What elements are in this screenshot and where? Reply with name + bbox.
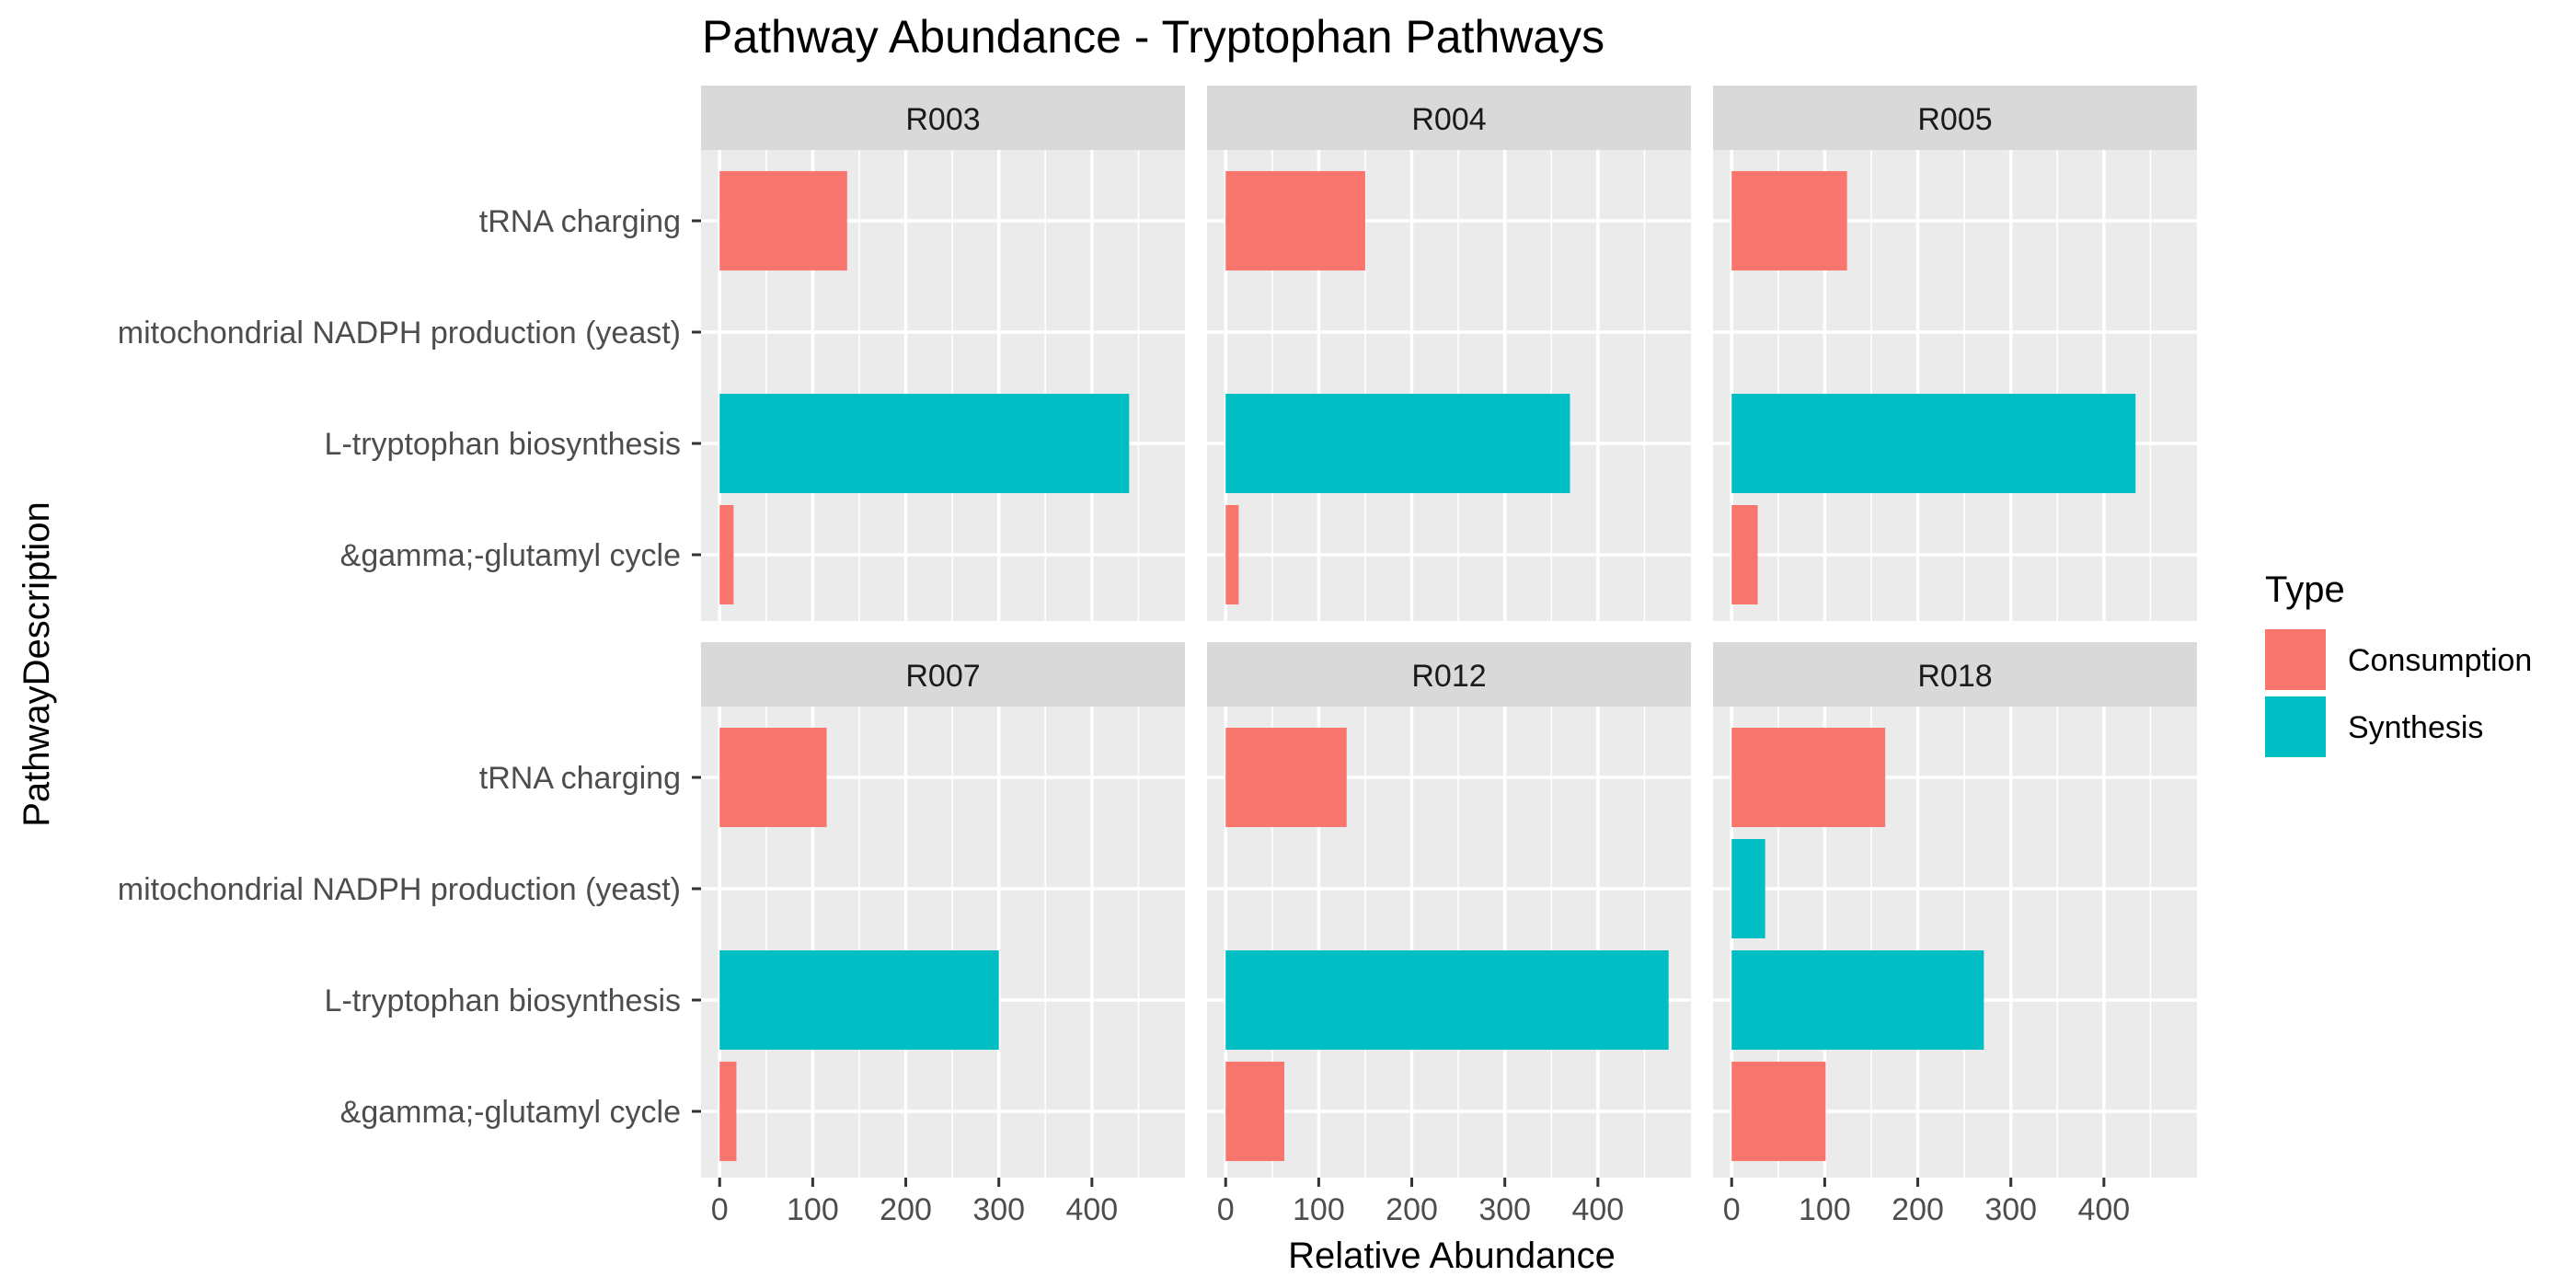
y-axis-title: PathwayDescription xyxy=(17,501,57,827)
bar xyxy=(1731,728,1886,827)
bar xyxy=(1225,1062,1284,1161)
facet-strip-label: R012 xyxy=(1411,659,1486,694)
y-tick-label: tRNA charging xyxy=(479,204,681,239)
legend-label: Synthesis xyxy=(2348,710,2483,745)
x-tick-label: 0 xyxy=(1723,1192,1741,1227)
facet-strip xyxy=(1207,86,1691,150)
legend-swatch xyxy=(2265,629,2326,690)
facet-panels: R003 R004 R005 R007 R012 R018 xyxy=(701,86,2197,1178)
facet-strip-label: R004 xyxy=(1411,102,1486,137)
x-tick-label: 400 xyxy=(1065,1192,1118,1227)
bar xyxy=(1225,394,1570,493)
bar xyxy=(1225,505,1239,604)
bar xyxy=(1731,839,1765,938)
bar xyxy=(719,505,734,604)
x-tick-label: 100 xyxy=(787,1192,839,1227)
facet-panel-r004: R004 xyxy=(1207,86,1691,621)
y-tick-label: L-tryptophan biosynthesis xyxy=(325,427,681,462)
x-axis-ticks: 0 100 200 300 400 0 100 200 300 400 0 100 200 300 400 xyxy=(711,1178,2130,1227)
y-tick-label: &gamma;-glutamyl cycle xyxy=(340,538,681,573)
bar xyxy=(1731,171,1847,270)
facet-strip-label: R003 xyxy=(905,102,980,137)
x-tick-label: 400 xyxy=(1571,1192,1624,1227)
bar xyxy=(719,728,827,827)
legend-label: Consumption xyxy=(2348,643,2532,678)
legend: Type Consumption Synthesis xyxy=(2265,569,2532,757)
x-tick-label: 0 xyxy=(1217,1192,1235,1227)
facet-strip xyxy=(701,86,1185,150)
facet-strip xyxy=(1713,86,2197,150)
facet-panel-r003: R003 xyxy=(701,86,1185,621)
facet-strip-label: R018 xyxy=(1917,659,1992,694)
y-tick-label: L-tryptophan biosynthesis xyxy=(325,983,681,1018)
facet-strip xyxy=(1207,642,1691,707)
bar xyxy=(1731,394,2136,493)
x-tick-label: 100 xyxy=(1799,1192,1851,1227)
facet-strip xyxy=(701,642,1185,707)
chart-title: Pathway Abundance - Tryptophan Pathways xyxy=(702,11,1604,63)
bar xyxy=(1225,728,1347,827)
x-tick-label: 300 xyxy=(1984,1192,2037,1227)
x-tick-label: 300 xyxy=(972,1192,1025,1227)
legend-entry-synthesis: Synthesis xyxy=(2265,696,2483,757)
facet-panel-r018: R018 xyxy=(1713,642,2197,1178)
y-tick-label: &gamma;-glutamyl cycle xyxy=(340,1095,681,1130)
y-axis-labels: tRNA charging mitochondrial NADPH product… xyxy=(118,204,701,1130)
x-tick-label: 300 xyxy=(1478,1192,1531,1227)
bar xyxy=(1731,505,1758,604)
legend-title: Type xyxy=(2265,569,2345,610)
y-tick-label: tRNA charging xyxy=(479,761,681,796)
y-tick-label: mitochondrial NADPH production (yeast) xyxy=(118,316,681,351)
y-tick-label: mitochondrial NADPH production (yeast) xyxy=(118,872,681,907)
legend-entry-consumption: Consumption xyxy=(2265,629,2532,690)
bar xyxy=(719,394,1130,493)
x-tick-label: 400 xyxy=(2077,1192,2130,1227)
bar xyxy=(719,950,999,1050)
facet-strip xyxy=(1713,642,2197,707)
x-tick-label: 200 xyxy=(1892,1192,1944,1227)
facet-strip-label: R007 xyxy=(905,659,980,694)
bar xyxy=(1225,950,1669,1050)
bar xyxy=(719,171,847,270)
facet-strip-label: R005 xyxy=(1917,102,1992,137)
facet-panel-r007: R007 xyxy=(701,642,1185,1178)
facet-panel-r012: R012 xyxy=(1207,642,1691,1178)
facet-panel-r005: R005 xyxy=(1713,86,2197,621)
bar xyxy=(1225,171,1365,270)
bar xyxy=(719,1062,737,1161)
x-axis-title: Relative Abundance xyxy=(1288,1236,1616,1276)
x-tick-label: 100 xyxy=(1293,1192,1345,1227)
legend-swatch xyxy=(2265,696,2326,757)
bar xyxy=(1731,1062,1826,1161)
bar xyxy=(1731,950,1984,1050)
x-tick-label: 200 xyxy=(1386,1192,1438,1227)
x-tick-label: 200 xyxy=(880,1192,932,1227)
x-tick-label: 0 xyxy=(711,1192,729,1227)
